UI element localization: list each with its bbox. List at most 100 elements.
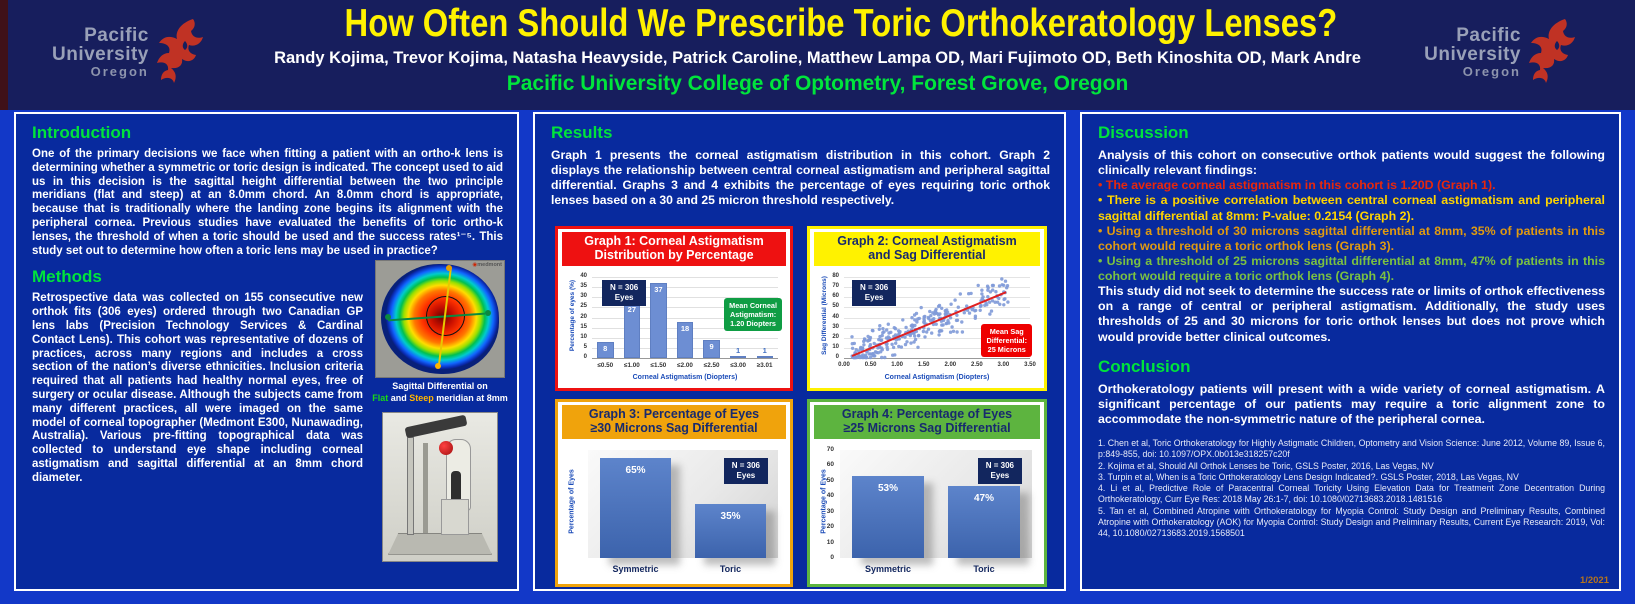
scatter-point [913, 323, 917, 328]
steep-meridian-dot [446, 264, 453, 271]
scatter-point [926, 315, 931, 320]
scatter-point [925, 330, 929, 334]
conclusion-text: Orthokeratology patients will present wi… [1098, 381, 1605, 426]
scatter-point [913, 318, 917, 322]
scatter-point [916, 317, 920, 321]
y-tick-label: 20 [826, 523, 834, 531]
scatter-point [862, 339, 866, 344]
discussion-bullet: • Using a threshold of 25 microns sagitt… [1098, 253, 1605, 283]
scatter-point [908, 333, 912, 338]
y-tick-label: 25 [580, 303, 587, 310]
bar-value-label: 1 [736, 346, 741, 355]
scatter-point [954, 318, 959, 323]
scatter-point [960, 330, 965, 334]
y-tick-label: 10 [826, 538, 834, 546]
scatter-point [989, 309, 994, 313]
y-axis-label: Percentage of Eyes [568, 469, 576, 534]
methods-text: Retrospective data was collected on 155 … [32, 292, 363, 484]
discussion-closing: This study did not seek to determine the… [1098, 284, 1605, 344]
scatter-point [886, 322, 890, 326]
graph3-box: Graph 3: Percentage of Eyes ≥30 Microns … [555, 399, 793, 587]
scatter-point [855, 355, 859, 360]
caption-tail: meridian at 8mm [433, 393, 508, 404]
scatter-point [978, 308, 982, 312]
scatter-point [926, 327, 931, 331]
scatter-point [921, 329, 926, 334]
y-tick-label: 50 [826, 476, 834, 484]
bar [729, 356, 747, 358]
scatter-point [893, 333, 898, 337]
reference-item: 4. Li et al, Predictive Role of Paracent… [1098, 483, 1605, 505]
scatter-point [974, 308, 978, 313]
graph1-plot: 0 5 10 15 20 25 30 35 40 8 ≤0.50 27 ≤1.00 37 ≤1.50 18 ≤2… [562, 267, 786, 384]
scatter-point [1002, 303, 1006, 307]
scatter-point [912, 340, 916, 344]
bar-value-label: 53% [877, 483, 898, 495]
device-top-arm [404, 414, 468, 439]
x-tick-label: 3.50 [1024, 362, 1036, 368]
scatter-point [878, 324, 882, 328]
scatter-point [962, 311, 966, 315]
x-category-label: Symmetric [612, 564, 659, 574]
logo-line2: University [1424, 44, 1521, 66]
y-tick-label: 30 [832, 323, 839, 330]
gridline [592, 317, 778, 319]
scatter-point [913, 334, 917, 338]
scatter-point [1006, 300, 1010, 304]
scatter-point [867, 352, 871, 356]
scatter-point [951, 329, 956, 333]
x-tick-label: 1.00 [891, 362, 903, 368]
scatter-point [988, 312, 992, 316]
y-tick-label: 70 [832, 283, 839, 290]
scatter-point [958, 292, 962, 296]
y-tick-label: 20 [580, 313, 587, 320]
scatter-point [910, 316, 914, 320]
x-tick-label: ≥3.01 [756, 362, 773, 369]
scatter-point [877, 327, 881, 331]
logo-line3: Oregon [1462, 63, 1521, 79]
scatter-point [940, 306, 944, 310]
graph2-plot: 0 10 20 30 40 50 60 70 80 0.00 0.50 1.00 1.50 2.00 2.5… [814, 267, 1040, 384]
scatter-point [897, 337, 901, 341]
scatter-point [983, 303, 987, 307]
discussion-panel: Discussion Analysis of this cohort on co… [1080, 112, 1621, 591]
bar [703, 339, 720, 358]
scatter-point [993, 300, 997, 304]
boxer-mascot-icon [1529, 19, 1575, 83]
topography-caption: Sagittal Differential on Flat and Steep … [371, 381, 509, 404]
graph3-plot: 65% Symmetric 35% Toric Percentage of Eyes N … [562, 440, 786, 580]
x-tick-label: ≤1.50 [650, 362, 667, 369]
x-category-label: Symmetric [864, 564, 912, 574]
introduction-text: One of the primary decisions we face whe… [32, 148, 503, 257]
y-tick-label: 80 [832, 273, 839, 279]
device-rail [407, 436, 414, 535]
references-list: 1. Chen et al, Toric Orthokeratology for… [1098, 438, 1605, 539]
y-tick-label: 40 [580, 273, 587, 279]
reference-item: 5. Tan et al, Combined Atropine with Ort… [1098, 505, 1605, 539]
gridline [844, 337, 1030, 339]
x-axis-label: Corneal Astigmatism (Diopters) [632, 374, 738, 381]
x-category-label: Toric [973, 564, 995, 574]
scatter-point [910, 323, 915, 328]
y-tick-label: 0 [583, 354, 587, 360]
scatter-point [860, 346, 864, 351]
gridline [844, 287, 1030, 289]
gridline [592, 358, 778, 359]
scatter-point [956, 305, 960, 309]
scatter-point [862, 343, 866, 347]
bar-value-label: 8 [603, 343, 608, 353]
left-column-panel: Introduction One of the primary decision… [14, 112, 519, 591]
header-edge-strip [0, 0, 8, 110]
x-tick-label: 3.00 [997, 362, 1010, 368]
scatter-point [881, 331, 885, 335]
n-eyes-badge: N = 306 Eyes [723, 458, 768, 484]
scatter-point [866, 334, 870, 339]
gridline [592, 297, 778, 299]
scatter-point [923, 335, 927, 339]
graph1-box: Graph 1: Corneal Astigmatism Distributio… [555, 226, 793, 391]
boxer-mascot-icon [156, 19, 203, 83]
scatter-point [857, 353, 861, 358]
conclusion-heading: Conclusion [1098, 356, 1191, 376]
header-center: How Often Should We Prescribe Toric Orth… [250, 3, 1385, 96]
gridline [844, 358, 1030, 359]
